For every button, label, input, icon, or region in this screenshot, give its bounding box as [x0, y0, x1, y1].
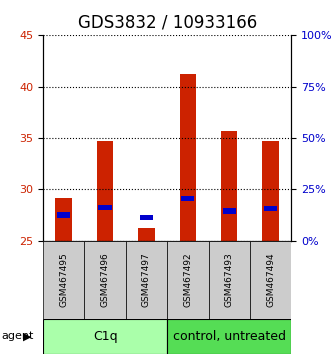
- FancyBboxPatch shape: [43, 241, 84, 319]
- Text: GSM467497: GSM467497: [142, 252, 151, 307]
- Bar: [57, 212, 71, 218]
- Bar: [140, 215, 153, 220]
- FancyBboxPatch shape: [43, 319, 167, 354]
- FancyBboxPatch shape: [167, 319, 291, 354]
- FancyBboxPatch shape: [126, 241, 167, 319]
- Title: GDS3832 / 10933166: GDS3832 / 10933166: [77, 13, 257, 31]
- Text: C1q: C1q: [93, 330, 118, 343]
- Bar: [179, 74, 196, 241]
- Text: control, untreated: control, untreated: [173, 330, 286, 343]
- Bar: [99, 205, 112, 210]
- Bar: [221, 131, 238, 241]
- Text: GSM467493: GSM467493: [225, 252, 234, 307]
- Bar: [97, 141, 113, 241]
- Bar: [138, 228, 155, 241]
- Text: GSM467494: GSM467494: [266, 252, 275, 307]
- FancyBboxPatch shape: [84, 241, 126, 319]
- FancyBboxPatch shape: [167, 241, 209, 319]
- Text: GSM467495: GSM467495: [59, 252, 68, 307]
- Text: agent: agent: [2, 331, 34, 341]
- Bar: [262, 141, 279, 241]
- FancyBboxPatch shape: [250, 241, 291, 319]
- Text: ▶: ▶: [23, 331, 31, 341]
- Bar: [56, 198, 72, 241]
- FancyBboxPatch shape: [209, 241, 250, 319]
- Bar: [181, 196, 195, 201]
- Bar: [264, 206, 277, 211]
- Text: GSM467492: GSM467492: [183, 252, 192, 307]
- Bar: [222, 209, 236, 213]
- Text: GSM467496: GSM467496: [101, 252, 110, 307]
